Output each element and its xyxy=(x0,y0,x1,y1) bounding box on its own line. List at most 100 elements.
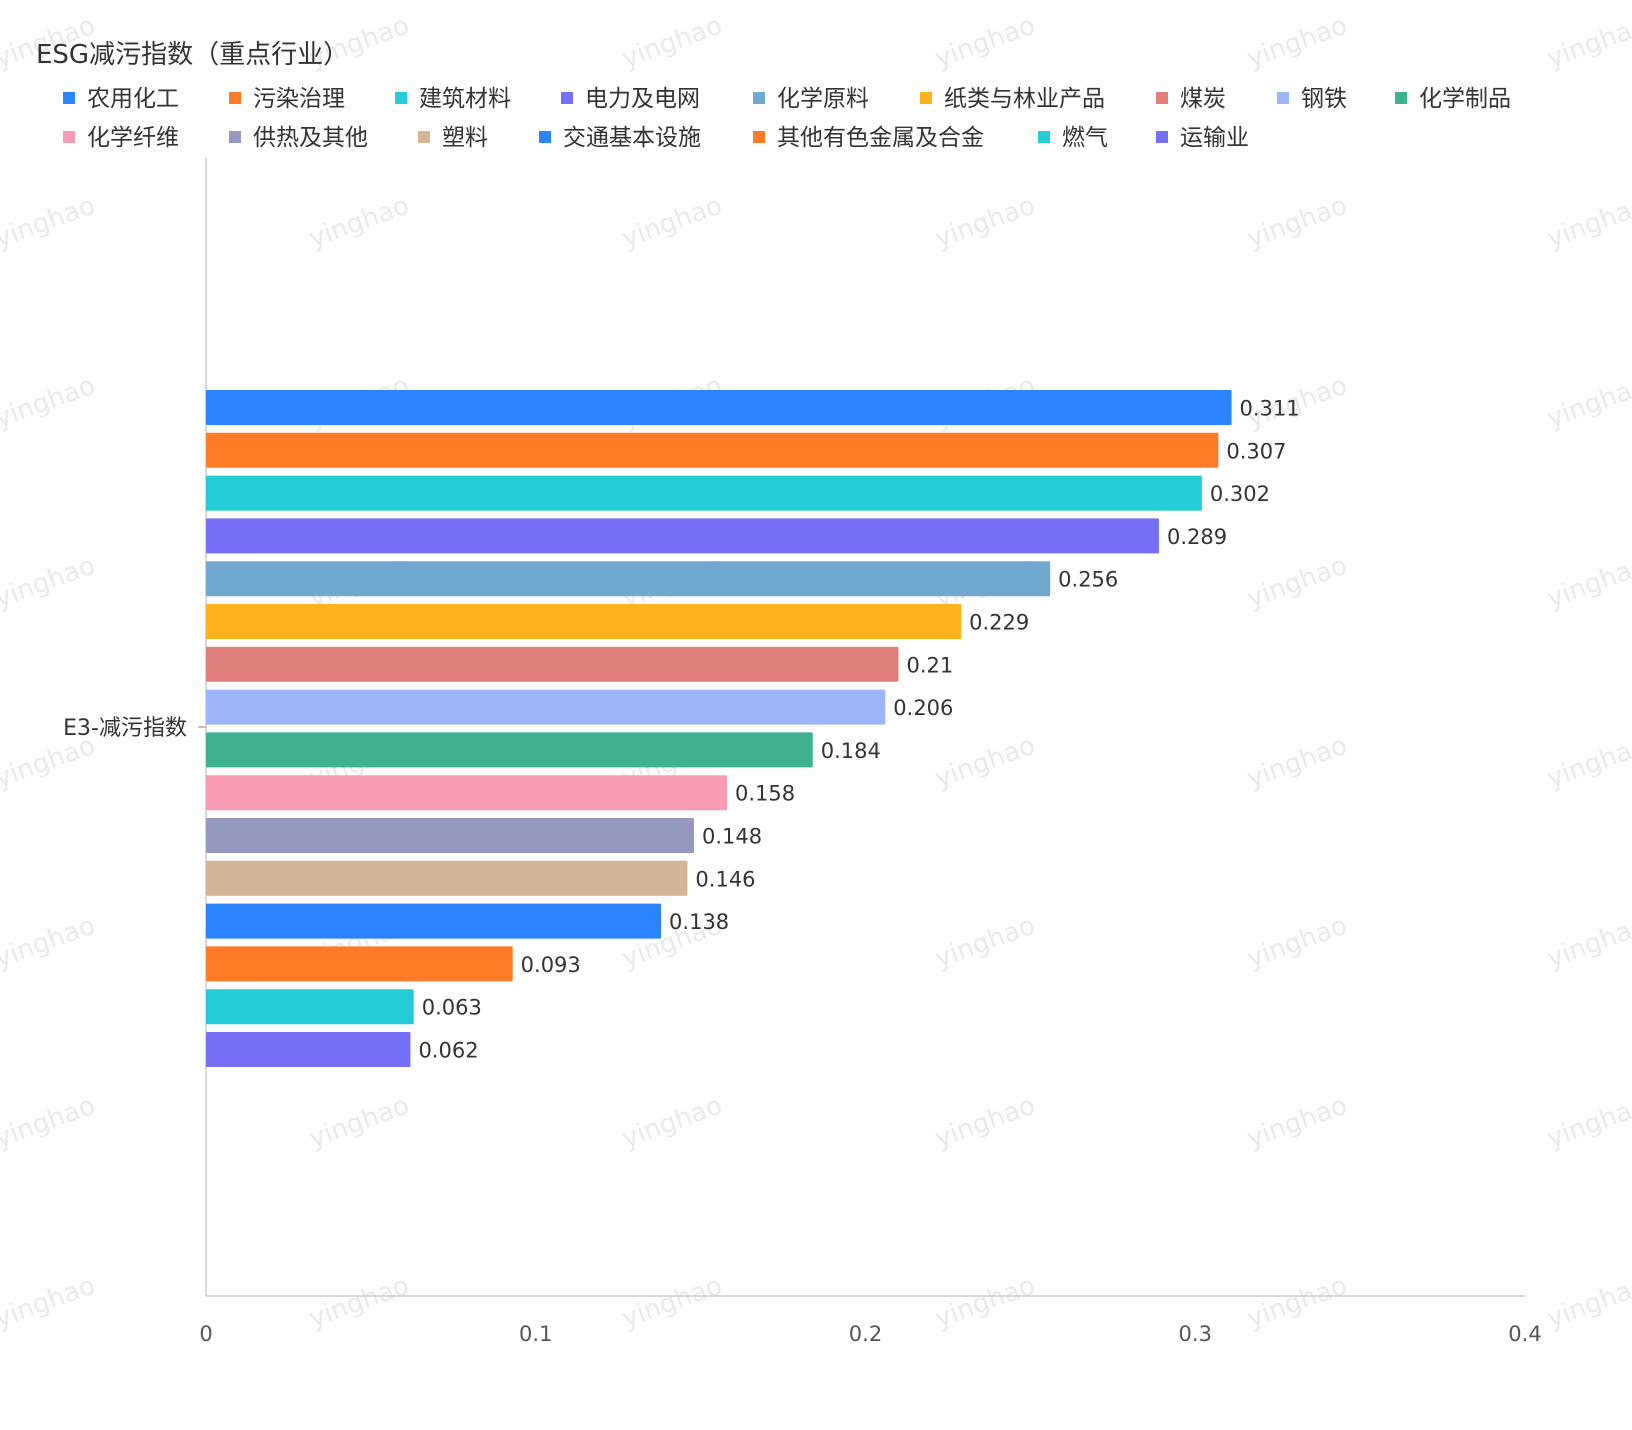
watermark-text: yinghao xyxy=(931,731,1039,795)
legend-swatch xyxy=(1395,92,1407,104)
legend-label: 钢铁 xyxy=(1301,86,1347,112)
legend-swatch xyxy=(418,131,430,143)
watermark-text: yinghao xyxy=(0,371,99,435)
bar xyxy=(206,604,962,639)
watermark-text: yinghao xyxy=(1543,551,1632,615)
legend-label: 农用化工 xyxy=(87,86,179,112)
bar xyxy=(206,818,695,853)
bar-value-label: 0.256 xyxy=(1058,568,1118,592)
bars xyxy=(206,390,1232,1067)
x-tick-label: 0.1 xyxy=(519,1322,552,1346)
x-tick-label: 0.2 xyxy=(849,1322,882,1346)
bar xyxy=(206,561,1051,597)
watermark-text: yinghao xyxy=(1543,911,1632,975)
bar-value-label: 0.093 xyxy=(521,953,581,977)
bar xyxy=(206,903,662,939)
legend-label: 化学原料 xyxy=(777,86,869,112)
legend-label: 化学制品 xyxy=(1419,86,1511,112)
y-category-label: E3-减污指数 xyxy=(63,716,187,741)
bar xyxy=(206,689,886,725)
watermark-text: yinghao xyxy=(1543,191,1632,255)
bar-value-label: 0.311 xyxy=(1240,397,1300,421)
watermark-text: yinghao xyxy=(0,191,99,255)
legend-swatch xyxy=(1038,131,1050,143)
bar-value-label: 0.289 xyxy=(1167,525,1227,549)
legend-swatch xyxy=(229,131,241,143)
watermark-text: yinghao xyxy=(305,191,413,255)
watermark-text: yinghao xyxy=(1543,731,1632,795)
legend-label: 塑料 xyxy=(442,125,488,151)
watermark-text: yinghao xyxy=(0,911,99,975)
legend: 农用化工 污染治理 建筑材料 电力及电网 化学原料 纸类与林业产品 煤炭 钢铁 化学制品化学纤维… xyxy=(63,86,1511,151)
legend-label: 交通基本设施 xyxy=(563,125,701,151)
watermark-text: yinghao xyxy=(305,1091,413,1155)
watermark-text: yinghao xyxy=(618,11,726,75)
bar-value-label: 0.184 xyxy=(821,739,881,763)
bar xyxy=(206,860,688,896)
watermark-text: yinghao xyxy=(1543,11,1632,75)
bar xyxy=(206,475,1202,511)
legend-label: 煤炭 xyxy=(1180,86,1226,112)
watermark-text: yinghao xyxy=(305,1271,413,1335)
bar xyxy=(206,989,414,1025)
legend-label: 污染治理 xyxy=(253,86,345,112)
watermark-text: yinghao xyxy=(1543,371,1632,435)
legend-swatch xyxy=(1156,131,1168,143)
watermark-text: yinghao xyxy=(1243,191,1351,255)
watermark-text: yinghao xyxy=(0,1091,99,1155)
bar xyxy=(206,646,899,682)
watermark-text: yinghao xyxy=(0,551,99,615)
watermark-text: yinghao xyxy=(1243,551,1351,615)
legend-swatch xyxy=(63,131,75,143)
legend-label: 运输业 xyxy=(1180,125,1249,151)
watermark-text: yinghao xyxy=(618,1271,726,1335)
bar-value-label: 0.21 xyxy=(906,653,953,677)
bar xyxy=(206,518,1159,554)
legend-label: 燃气 xyxy=(1062,125,1108,151)
watermark-text: yinghao xyxy=(1543,1271,1632,1335)
legend-label: 建筑材料 xyxy=(419,86,511,112)
bar xyxy=(206,432,1219,468)
bar-value-label: 0.307 xyxy=(1226,439,1286,463)
bar xyxy=(206,1032,411,1067)
watermark-text: yinghao xyxy=(1543,1091,1632,1155)
legend-swatch xyxy=(753,92,765,104)
watermark-text: yinghao xyxy=(1243,1091,1351,1155)
chart-title: ESG减污指数（重点行业） xyxy=(36,40,349,70)
legend-swatch xyxy=(561,92,573,104)
watermark-text: yinghao xyxy=(618,1091,726,1155)
watermark-text: yinghao xyxy=(618,191,726,255)
x-tick-label: 0 xyxy=(199,1322,212,1346)
data-labels: 0.311 0.307 0.302 0.289 0.256 0.229 0.21 0.206 0… xyxy=(418,397,1299,1063)
bar-value-label: 0.146 xyxy=(695,867,755,891)
legend-swatch xyxy=(63,92,75,104)
bar-value-label: 0.158 xyxy=(735,782,795,806)
bar xyxy=(206,946,513,982)
bar-value-label: 0.062 xyxy=(418,1039,478,1063)
legend-label: 纸类与林业产品 xyxy=(944,86,1105,112)
legend-label: 供热及其他 xyxy=(253,125,368,151)
legend-swatch xyxy=(1156,92,1168,104)
legend-label: 电力及电网 xyxy=(585,86,700,112)
legend-swatch xyxy=(395,92,407,104)
legend-swatch xyxy=(539,131,551,143)
watermark-text: yinghao xyxy=(1243,11,1351,75)
watermark-text: yinghao xyxy=(0,1271,99,1335)
bar-value-label: 0.138 xyxy=(669,910,729,934)
bar xyxy=(206,732,813,768)
legend-swatch xyxy=(920,92,932,104)
legend-swatch xyxy=(753,131,765,143)
watermark-text: yinghao xyxy=(1243,731,1351,795)
bar xyxy=(206,775,728,811)
bar-value-label: 0.148 xyxy=(702,825,762,849)
axes: 0 0.1 0.2 0.3 0.4 E3-减污指数 xyxy=(63,158,1542,1346)
watermark-text: yinghao xyxy=(1243,1271,1351,1335)
watermark-text: yinghao xyxy=(931,1091,1039,1155)
legend-swatch xyxy=(229,92,241,104)
bar-value-label: 0.206 xyxy=(893,696,953,720)
legend-swatch xyxy=(1277,92,1289,104)
watermark-text: yinghao xyxy=(931,911,1039,975)
legend-label: 其他有色金属及合金 xyxy=(777,125,984,151)
watermark-text: yinghao xyxy=(931,191,1039,255)
